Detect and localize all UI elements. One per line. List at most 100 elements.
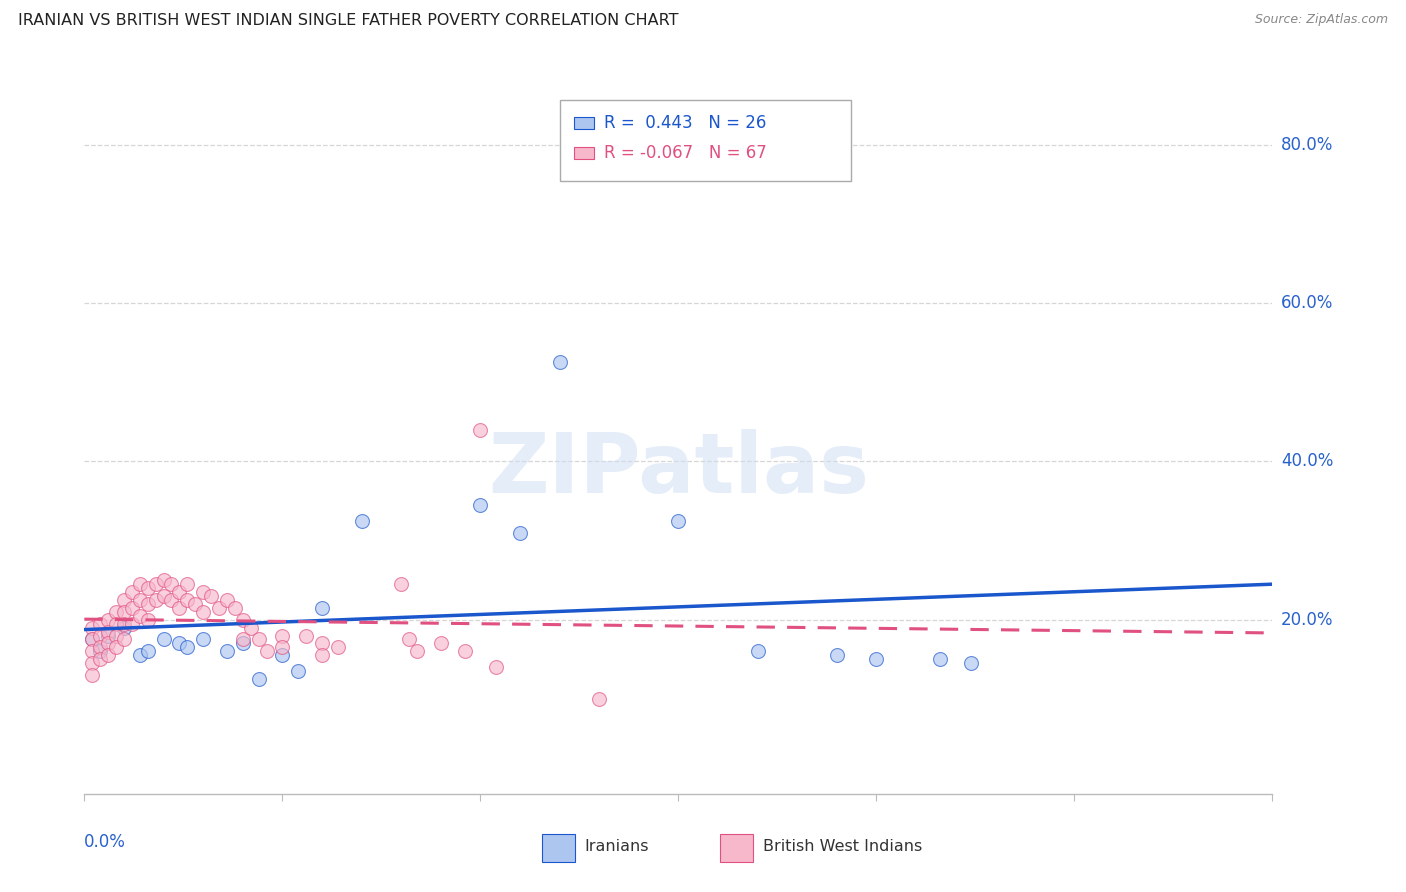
Point	[668, 514, 690, 528]
Point	[215, 593, 238, 607]
Point	[232, 613, 254, 627]
Point	[97, 624, 120, 639]
Point	[121, 585, 143, 599]
Point	[145, 577, 167, 591]
Point	[311, 636, 333, 650]
Point	[271, 648, 294, 663]
Point	[82, 644, 104, 658]
Point	[160, 577, 183, 591]
Point	[176, 640, 198, 655]
Point	[747, 644, 769, 658]
Point	[287, 664, 309, 678]
Bar	[541, 834, 575, 863]
Point	[89, 616, 111, 631]
Point	[191, 605, 215, 619]
Point	[453, 644, 475, 658]
Point	[128, 648, 150, 663]
Point	[82, 621, 104, 635]
Point	[247, 672, 270, 686]
Point	[588, 691, 610, 706]
Point	[169, 585, 191, 599]
Text: 60.0%: 60.0%	[1281, 294, 1333, 312]
Point	[825, 648, 848, 663]
FancyBboxPatch shape	[560, 100, 851, 181]
Text: Source: ZipAtlas.com: Source: ZipAtlas.com	[1254, 13, 1388, 27]
Point	[184, 597, 207, 611]
Point	[128, 593, 150, 607]
Point	[105, 640, 128, 655]
Point	[311, 600, 333, 615]
Point	[960, 657, 983, 671]
Point	[389, 577, 412, 591]
Bar	[574, 146, 595, 159]
Point	[97, 628, 120, 642]
Bar	[720, 834, 754, 863]
Point	[136, 644, 159, 658]
Point	[176, 593, 198, 607]
Point	[112, 621, 135, 635]
Point	[470, 423, 492, 437]
Point	[548, 355, 571, 369]
Point	[928, 652, 950, 666]
Point	[398, 632, 420, 647]
Point	[215, 644, 238, 658]
Point	[128, 577, 150, 591]
Point	[470, 498, 492, 512]
Text: Iranians: Iranians	[585, 839, 650, 855]
Point	[89, 628, 111, 642]
Point	[169, 636, 191, 650]
Point	[295, 628, 318, 642]
Point	[97, 648, 120, 663]
Point	[112, 593, 135, 607]
Point	[406, 644, 429, 658]
Point	[128, 608, 150, 623]
Text: 40.0%: 40.0%	[1281, 452, 1333, 470]
Point	[160, 593, 183, 607]
Point	[112, 616, 135, 631]
Text: IRANIAN VS BRITISH WEST INDIAN SINGLE FATHER POVERTY CORRELATION CHART: IRANIAN VS BRITISH WEST INDIAN SINGLE FA…	[18, 13, 679, 29]
Point	[326, 640, 349, 655]
Point	[121, 616, 143, 631]
Point	[105, 628, 128, 642]
Point	[509, 525, 531, 540]
Point	[247, 632, 270, 647]
Point	[82, 632, 104, 647]
Point	[239, 621, 262, 635]
Text: ZIPatlas: ZIPatlas	[488, 429, 869, 510]
Point	[271, 628, 294, 642]
Point	[271, 640, 294, 655]
Point	[89, 640, 111, 655]
Point	[152, 589, 174, 603]
Point	[865, 652, 887, 666]
Point	[176, 577, 198, 591]
Point	[152, 632, 174, 647]
Point	[224, 600, 246, 615]
Text: British West Indians: British West Indians	[762, 839, 922, 855]
Point	[89, 652, 111, 666]
Text: R = -0.067   N = 67: R = -0.067 N = 67	[603, 144, 766, 161]
Point	[105, 605, 128, 619]
Text: 20.0%: 20.0%	[1281, 611, 1333, 629]
Text: 80.0%: 80.0%	[1281, 136, 1333, 153]
Point	[82, 657, 104, 671]
Point	[105, 616, 128, 631]
Point	[112, 632, 135, 647]
Point	[200, 589, 222, 603]
Point	[82, 632, 104, 647]
Point	[191, 585, 215, 599]
Point	[152, 573, 174, 587]
Text: 0.0%: 0.0%	[84, 832, 127, 851]
Point	[350, 514, 373, 528]
Point	[311, 648, 333, 663]
Point	[256, 644, 278, 658]
Point	[97, 613, 120, 627]
Point	[121, 600, 143, 615]
Point	[112, 605, 135, 619]
Point	[82, 668, 104, 682]
Point	[136, 613, 159, 627]
Point	[430, 636, 453, 650]
Point	[485, 660, 508, 674]
Point	[208, 600, 231, 615]
Point	[97, 636, 120, 650]
Point	[169, 600, 191, 615]
